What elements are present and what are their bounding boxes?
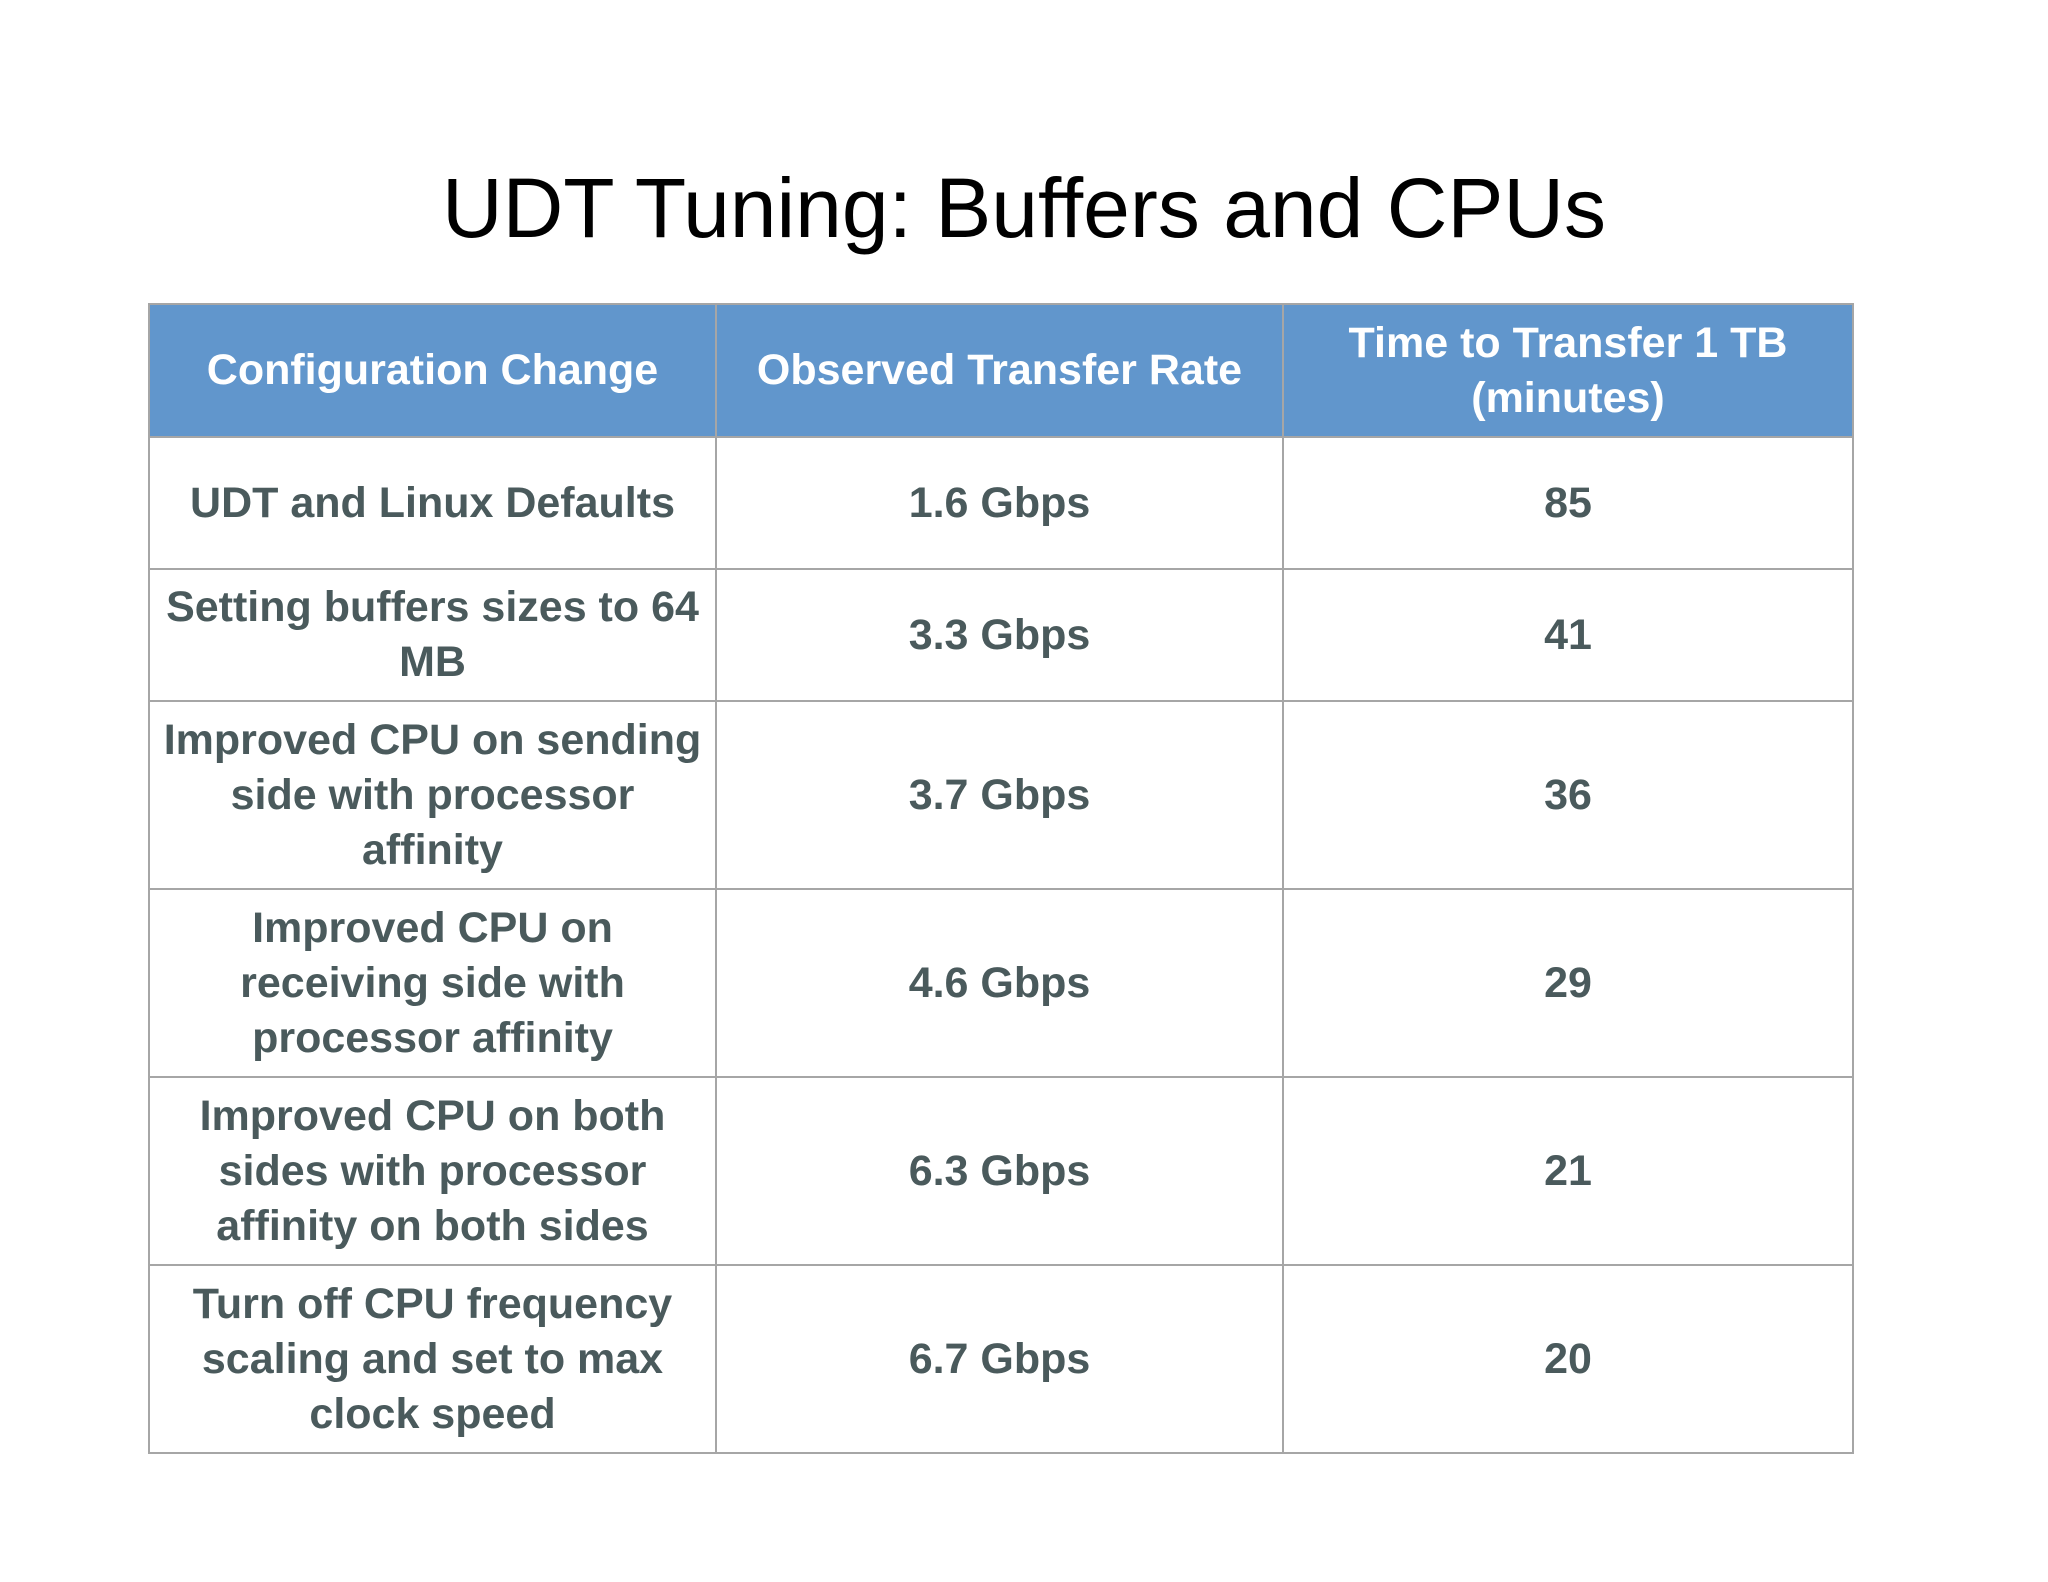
table-header-row: Configuration Change Observed Transfer R… [148,303,1854,438]
transfer-rate-cell: 3.3 Gbps [715,568,1284,702]
configuration-cell: Improved CPU on receiving side with proc… [148,888,717,1078]
table-row: UDT and Linux Defaults 1.6 Gbps 85 [148,436,1854,570]
configuration-cell: Turn off CPU frequency scaling and set t… [148,1264,717,1454]
transfer-rate-cell: 6.7 Gbps [715,1264,1284,1454]
slide-title: UDT Tuning: Buffers and CPUs [441,161,1607,255]
configuration-cell: Setting buffers sizes to 64 MB [148,568,717,702]
transfer-time-cell: 20 [1282,1264,1854,1454]
transfer-rate-cell: 6.3 Gbps [715,1076,1284,1266]
transfer-time-cell: 85 [1282,436,1854,570]
transfer-rate-cell: 3.7 Gbps [715,700,1284,890]
configuration-cell: Improved CPU on sending side with proces… [148,700,717,890]
transfer-time-cell: 29 [1282,888,1854,1078]
transfer-time-cell: 41 [1282,568,1854,702]
header-time-to-transfer: Time to Transfer 1 TB (minutes) [1282,303,1854,438]
header-observed-transfer-rate: Observed Transfer Rate [715,303,1284,438]
transfer-time-cell: 36 [1282,700,1854,890]
table-row: Setting buffers sizes to 64 MB 3.3 Gbps … [148,568,1854,702]
configuration-cell: Improved CPU on both sides with processo… [148,1076,717,1266]
table-row: Improved CPU on receiving side with proc… [148,888,1854,1078]
transfer-rate-cell: 1.6 Gbps [715,436,1284,570]
configuration-cell: UDT and Linux Defaults [148,436,717,570]
header-configuration-change: Configuration Change [148,303,717,438]
transfer-rate-cell: 4.6 Gbps [715,888,1284,1078]
table-row: Improved CPU on both sides with processo… [148,1076,1854,1266]
table-row: Improved CPU on sending side with proces… [148,700,1854,890]
tuning-results-table: Configuration Change Observed Transfer R… [148,303,1854,1454]
transfer-time-cell: 21 [1282,1076,1854,1266]
table-row: Turn off CPU frequency scaling and set t… [148,1264,1854,1454]
